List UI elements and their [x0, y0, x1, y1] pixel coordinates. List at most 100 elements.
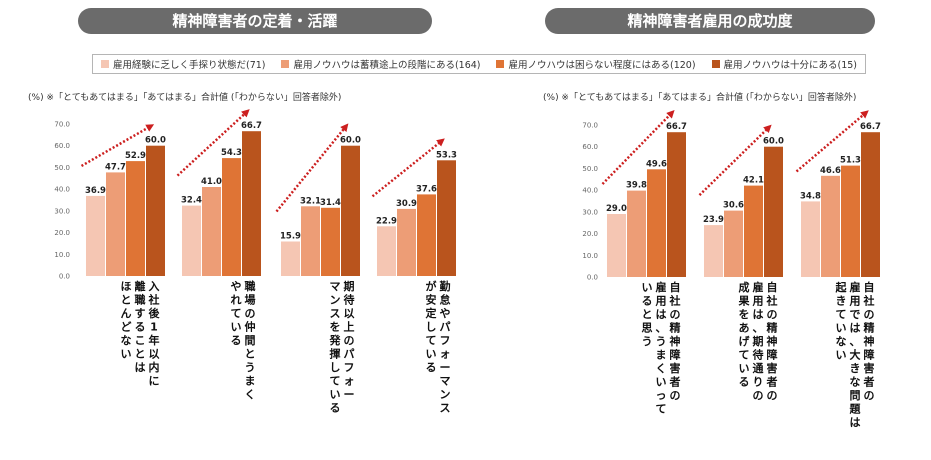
- category-label-char: い: [836, 322, 847, 335]
- category-label-char: 精: [864, 321, 875, 335]
- legend-item: 雇用ノウハウは困らない程度にはある(120): [496, 57, 696, 71]
- legend-item: 雇用経験に乏しく手探り状態だ(71): [100, 57, 266, 71]
- category-label-char: て: [656, 403, 667, 416]
- y-tick-label: 60.0: [54, 142, 70, 150]
- category-label-char: げ: [739, 334, 751, 348]
- category-label-char: ど: [121, 321, 132, 334]
- bar: [321, 207, 340, 276]
- category-label-char: と: [245, 348, 256, 361]
- legend-swatch: [711, 60, 720, 68]
- category-label-char: ン: [440, 388, 451, 401]
- category-label-char: は: [753, 308, 764, 321]
- category-label-char: は: [850, 322, 861, 335]
- category-label-char: 精: [670, 321, 681, 335]
- category-label-char: 者: [766, 375, 778, 389]
- category-label-char: 後: [149, 306, 161, 320]
- y-tick-label: 20.0: [54, 229, 70, 237]
- bar: [106, 172, 125, 276]
- legend-label: 雇用経験に乏しく手探り状態だ(71): [112, 60, 266, 71]
- category-label: 雇用は、うまくいって: [656, 280, 667, 416]
- bar-value-label: 53.3: [436, 150, 457, 160]
- bar-value-label: 32.4: [181, 196, 202, 206]
- category-label-char: ー: [440, 361, 451, 374]
- category-label-char: 以: [344, 307, 355, 320]
- category-label-char: ォ: [344, 375, 355, 388]
- category-label-char: の: [864, 308, 875, 321]
- category-label-char: 勤: [440, 279, 451, 293]
- bar: [764, 146, 783, 277]
- legend-swatch: [496, 60, 505, 68]
- bar-value-label: 52.9: [125, 151, 146, 161]
- category-label-char: 自: [670, 280, 681, 294]
- y-tick-label: 30.0: [582, 208, 598, 216]
- bar: [724, 210, 743, 277]
- category-label-char: 神: [670, 334, 681, 348]
- bar: [861, 132, 880, 277]
- trend-arrow: [371, 138, 445, 198]
- category-label-char: 成: [739, 280, 750, 294]
- bar: [242, 131, 261, 276]
- bar: [801, 201, 820, 277]
- y-tick-label: 0.0: [587, 274, 598, 282]
- category-label-char: い: [739, 362, 750, 375]
- bar: [281, 241, 300, 276]
- category-label-char: が: [426, 279, 437, 293]
- bar-value-label: 66.7: [860, 122, 881, 132]
- bar-value-label: 37.6: [416, 184, 437, 194]
- category-label-char: る: [642, 295, 653, 308]
- category-label-char: ほ: [121, 280, 132, 293]
- category-label-char: ん: [121, 307, 132, 320]
- trend-arrow: [795, 110, 869, 173]
- category-label-char: る: [426, 361, 437, 374]
- category-label-char: の: [670, 389, 681, 402]
- bar: [86, 195, 105, 276]
- category-label: 起きていない: [835, 280, 848, 362]
- category-label-char: と: [121, 294, 132, 307]
- legend: 雇用経験に乏しく手探り状態だ(71) 雇用ノウハウは蓄積途上の段階にある(164…: [92, 54, 866, 74]
- category-label-char: い: [121, 348, 132, 361]
- category-label-char: の: [767, 308, 778, 321]
- category-label-char: う: [245, 361, 256, 374]
- category-label-char: い: [642, 281, 653, 294]
- y-tick-label: 50.0: [582, 165, 598, 173]
- category-label-char: と: [135, 348, 146, 361]
- category-label-char: て: [836, 308, 847, 321]
- category-label-char: 職: [245, 279, 256, 293]
- category-label-char: 場: [245, 293, 256, 307]
- legend-label: 雇用ノウハウは十分にある(15): [723, 60, 858, 71]
- category-label-char: な: [836, 335, 847, 348]
- category-label-char: り: [753, 376, 764, 389]
- category-label-char: 雇: [850, 280, 861, 294]
- bar-value-label: 60.0: [145, 136, 166, 146]
- bar-value-label: 47.7: [105, 162, 126, 172]
- bar: [627, 190, 646, 277]
- category-label-char: て: [426, 334, 437, 347]
- category-label-char: フ: [344, 361, 355, 374]
- category-label-char: て: [231, 307, 242, 320]
- category-label-char: し: [426, 321, 437, 334]
- category-label-char: 職: [135, 293, 146, 307]
- category-label-char: 入: [149, 280, 160, 293]
- category-label-char: ス: [330, 307, 341, 320]
- legend-label: 雇用ノウハウは困らない程度にはある(120): [508, 60, 696, 71]
- category-label-char: パ: [344, 348, 355, 361]
- category-label-char: で: [850, 308, 861, 321]
- category-label-char: き: [836, 295, 847, 308]
- bar-value-label: 46.6: [820, 166, 841, 176]
- bar: [146, 145, 165, 276]
- bar: [341, 145, 360, 276]
- bar-value-label: 32.1: [300, 196, 321, 206]
- category-label-char: 障: [670, 348, 681, 362]
- category-label: 入社後 1 年以内に: [148, 280, 161, 388]
- y-tick-label: 70.0: [54, 121, 70, 129]
- right-chart-note: (%) ※「とてもあてはまる」「あてはまる」合計値 (「わからない」回答者除外): [543, 93, 857, 103]
- bar: [202, 187, 221, 276]
- category-label-char: い: [330, 388, 341, 401]
- trend-arrow: [601, 110, 675, 185]
- category-label-char: や: [231, 280, 242, 293]
- bar-value-label: 22.9: [376, 216, 397, 226]
- bar: [301, 206, 320, 276]
- category-label-char: 題: [850, 403, 862, 416]
- bar: [126, 161, 145, 276]
